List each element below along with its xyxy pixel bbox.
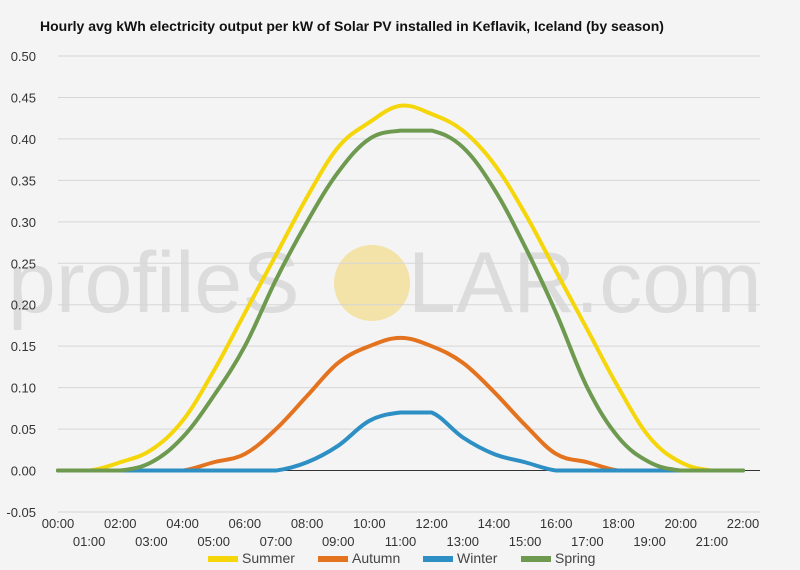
y-axis: -0.05 0.00 0.05 0.10 0.15 0.20 0.25 0.30 0.35 0.4… (6, 49, 36, 520)
x-tick-label: 20:00 (664, 516, 697, 531)
x-tick-label: 10:00 (353, 516, 386, 531)
legend-item-autumn[interactable]: Autumn (318, 550, 400, 566)
x-tick-label: 08:00 (291, 516, 324, 531)
watermark-text-left: profileS (8, 235, 300, 331)
x-axis: 00:00 01:00 02:00 03:00 04:00 05:00 06:00 07:00… (42, 516, 760, 549)
series-lines (56, 103, 745, 473)
x-tick-label: 12:00 (415, 516, 448, 531)
x-tick-label: 03:00 (135, 534, 168, 549)
y-tick-label: -0.05 (6, 505, 36, 520)
x-tick-label: 06:00 (229, 516, 262, 531)
x-tick-label: 18:00 (602, 516, 635, 531)
x-tick-label: 22:00 (727, 516, 760, 531)
legend-swatch (521, 556, 551, 562)
y-tick-label: 0.25 (11, 256, 36, 271)
watermark-text-right: LAR.com (408, 235, 762, 331)
y-tick-label: 0.50 (11, 49, 36, 64)
series-line-autumn (56, 335, 745, 473)
x-tick-label: 21:00 (696, 534, 729, 549)
y-tick-label: 0.45 (11, 90, 36, 105)
x-tick-label: 14:00 (478, 516, 511, 531)
legend-swatch (423, 556, 453, 562)
legend-label: Autumn (352, 550, 400, 566)
legend-item-summer[interactable]: Summer (208, 550, 295, 566)
x-tick-label: 17:00 (571, 534, 604, 549)
x-tick-label: 02:00 (104, 516, 137, 531)
x-tick-label: 13:00 (446, 534, 479, 549)
x-tick-label: 07:00 (260, 534, 293, 549)
series-line-spring (56, 128, 745, 473)
y-tick-label: 0.10 (11, 381, 36, 396)
chart-title: Hourly avg kWh electricity output per kW… (40, 18, 664, 34)
x-tick-label: 09:00 (322, 534, 355, 549)
x-tick-label: 16:00 (540, 516, 573, 531)
watermark: profileS LAR.com (8, 235, 762, 331)
series-line-summer (56, 103, 745, 473)
x-tick-label: 01:00 (73, 534, 106, 549)
y-tick-label: 0.20 (11, 298, 36, 313)
x-tick-label: 00:00 (42, 516, 75, 531)
x-tick-label: 19:00 (633, 534, 666, 549)
legend: Summer Autumn Winter Spring (208, 550, 595, 566)
x-tick-label: 15:00 (509, 534, 542, 549)
y-tick-label: 0.40 (11, 132, 36, 147)
legend-swatch (208, 556, 238, 562)
legend-swatch (318, 556, 348, 562)
x-tick-label: 04:00 (166, 516, 199, 531)
legend-item-winter[interactable]: Winter (423, 550, 498, 566)
series-line-winter (56, 410, 745, 473)
y-tick-label: 0.35 (11, 173, 36, 188)
watermark-sun (334, 245, 410, 321)
y-tick-label: 0.05 (11, 422, 36, 437)
y-tick-label: 0.30 (11, 215, 36, 230)
x-tick-label: 11:00 (385, 534, 417, 549)
y-tick-label: 0.00 (11, 464, 36, 479)
legend-label: Winter (457, 550, 498, 566)
y-tick-label: 0.15 (11, 339, 36, 354)
legend-label: Spring (555, 550, 595, 566)
legend-label: Summer (242, 550, 295, 566)
x-tick-label: 05:00 (197, 534, 230, 549)
legend-item-spring[interactable]: Spring (521, 550, 595, 566)
